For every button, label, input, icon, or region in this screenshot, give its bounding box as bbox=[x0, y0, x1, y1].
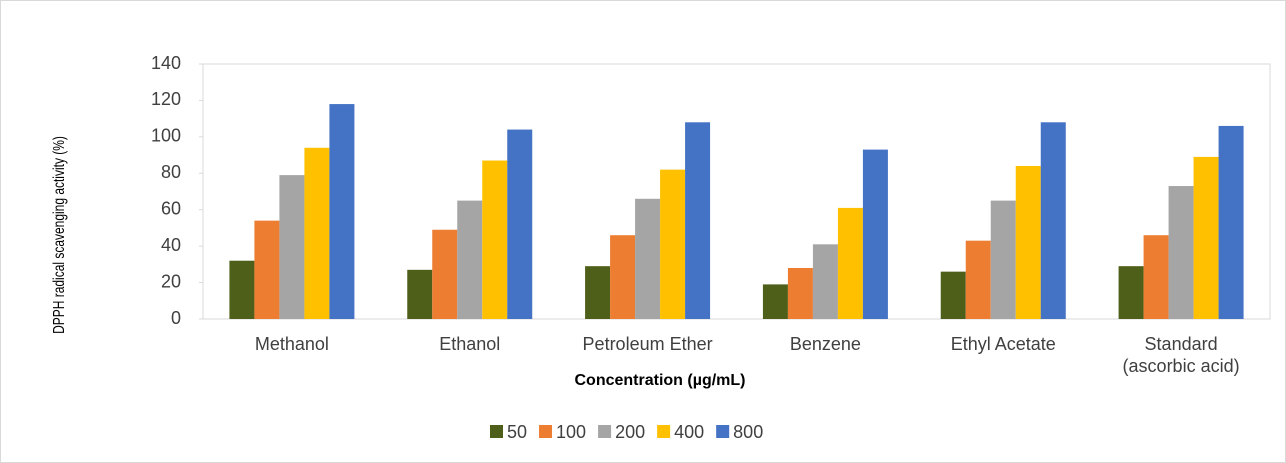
legend-label: 100 bbox=[556, 422, 586, 442]
y-tick-label: 20 bbox=[161, 271, 181, 291]
y-tick-label: 60 bbox=[161, 198, 181, 218]
legend-swatch bbox=[490, 425, 503, 438]
bar bbox=[660, 169, 686, 319]
bar bbox=[940, 271, 966, 319]
y-tick-label: 80 bbox=[161, 162, 181, 182]
x-axis-label: Concentration (µg/mL) bbox=[575, 372, 746, 389]
legend-swatch bbox=[539, 425, 553, 438]
x-tick-label: Standard (ascorbic acid) bbox=[1123, 334, 1240, 376]
legend-swatch bbox=[716, 425, 730, 438]
legend-swatch bbox=[598, 425, 612, 438]
bar bbox=[837, 207, 863, 319]
legend-label: 400 bbox=[674, 422, 704, 442]
bar bbox=[279, 175, 305, 319]
x-tick-label: Ethanol bbox=[439, 334, 500, 354]
bar bbox=[1015, 166, 1041, 319]
bar bbox=[990, 200, 1016, 319]
bar bbox=[585, 266, 611, 319]
y-axis-label: DPPH radical scavenging activity (%) bbox=[50, 136, 68, 334]
bar bbox=[457, 200, 483, 319]
bar bbox=[812, 244, 838, 319]
bar bbox=[1193, 156, 1219, 319]
legend-swatch bbox=[657, 425, 671, 438]
bar bbox=[1118, 266, 1144, 319]
bar bbox=[610, 235, 636, 319]
bar bbox=[304, 147, 330, 319]
y-tick-label: 100 bbox=[151, 126, 181, 146]
x-tick-label: Petroleum Ether bbox=[583, 334, 713, 354]
y-tick-label: 120 bbox=[151, 89, 181, 109]
bar bbox=[685, 122, 711, 320]
bar bbox=[507, 129, 533, 319]
x-tick-label: Ethyl Acetate bbox=[951, 334, 1056, 354]
bar bbox=[1143, 235, 1169, 319]
bar bbox=[432, 229, 458, 319]
legend-label: 50 bbox=[507, 422, 527, 442]
y-tick-label: 40 bbox=[161, 235, 181, 255]
bar bbox=[254, 220, 280, 319]
bar bbox=[762, 284, 788, 319]
bar bbox=[407, 269, 433, 319]
bar bbox=[635, 198, 661, 319]
bar bbox=[1218, 125, 1244, 319]
bar bbox=[965, 240, 991, 319]
bar bbox=[482, 160, 508, 319]
y-tick-label: 0 bbox=[171, 308, 181, 328]
bar bbox=[787, 268, 813, 319]
plot-border bbox=[202, 63, 1271, 320]
y-tick-label: 140 bbox=[151, 53, 181, 73]
bar bbox=[862, 149, 888, 319]
bar bbox=[1168, 186, 1194, 319]
x-tick-label: Methanol bbox=[255, 334, 329, 354]
bar bbox=[1040, 122, 1066, 320]
legend-label: 200 bbox=[615, 422, 645, 442]
bar bbox=[229, 260, 255, 319]
x-tick-label: Benzene bbox=[790, 334, 861, 354]
bar bbox=[329, 104, 355, 319]
legend-label: 800 bbox=[733, 422, 763, 442]
